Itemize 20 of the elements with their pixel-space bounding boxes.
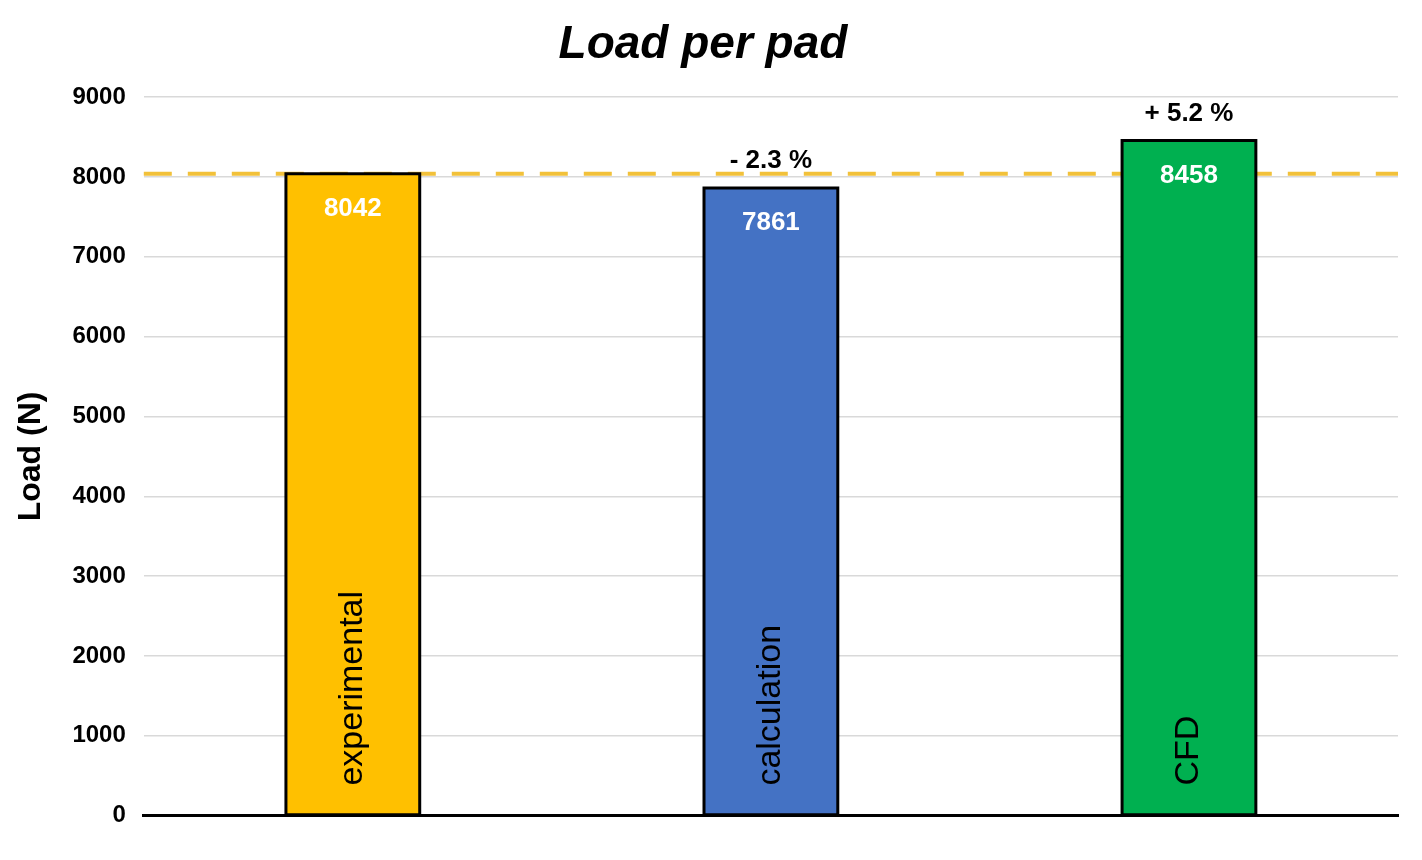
y-tick-label: 3000	[72, 560, 126, 588]
annotation: - 2.3 %	[729, 144, 813, 175]
y-tick-label: 0	[112, 800, 126, 828]
annotation: + 5.2 %	[1144, 96, 1234, 127]
chart-title: Load per pad	[558, 16, 849, 69]
y-tick-label: 4000	[72, 480, 126, 508]
data-label: 8042	[323, 191, 382, 222]
data-label: 8458	[1160, 158, 1218, 189]
y-tick-label: 1000	[72, 720, 126, 748]
x-tick-label: experimental	[331, 590, 370, 786]
x-tick-label: CFD	[1167, 715, 1206, 786]
y-tick-label: 5000	[72, 401, 126, 429]
y-tick-label: 9000	[72, 81, 126, 109]
x-tick-label: calculation	[749, 624, 788, 786]
y-tick-label: 8000	[72, 161, 126, 189]
data-label: 7861	[741, 206, 800, 237]
y-tick-label: 2000	[72, 640, 126, 668]
y-axis-title: Load (N)	[11, 391, 48, 522]
y-tick-label: 6000	[72, 321, 126, 349]
y-tick-label: 7000	[72, 241, 126, 269]
